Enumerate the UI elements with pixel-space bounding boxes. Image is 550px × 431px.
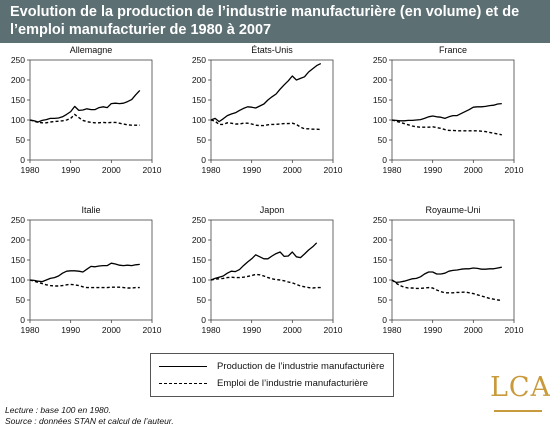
x-tick-label-france: 1980 — [383, 165, 402, 175]
chart-title-france: France — [439, 45, 467, 55]
y-tick-label-italie: 0 — [20, 315, 25, 325]
y-tick-label-italie: 150 — [11, 255, 25, 265]
x-tick-label-royaume-uni: 2000 — [464, 325, 483, 335]
y-tick-label-allemagne: 100 — [11, 115, 25, 125]
production-line-allemagne — [29, 89, 141, 123]
chart-title-etats-unis: États-Unis — [251, 45, 293, 55]
plot-frame-france — [391, 59, 515, 161]
y-tick-label-france: 100 — [373, 115, 387, 125]
emploi-line-etats-unis — [210, 119, 321, 131]
figure-title: Evolution de la production de l’industri… — [10, 4, 520, 38]
y-tick-label-france: 250 — [373, 55, 387, 65]
footnote: Lecture : base 100 en 1980. Source : don… — [5, 405, 174, 426]
y-tick-label-etats-unis: 0 — [201, 155, 206, 165]
x-tick-label-japon: 2000 — [283, 325, 302, 335]
y-tick-label-allemagne: 150 — [11, 95, 25, 105]
x-tick-label-france: 2000 — [464, 165, 483, 175]
y-tick-label-japon: 250 — [192, 215, 206, 225]
production-line-france — [391, 102, 502, 122]
x-tick-label-allemagne: 1980 — [21, 165, 40, 175]
lca-logo: LCA — [490, 370, 550, 428]
y-tick-label-italie: 50 — [16, 295, 26, 305]
legend-dashed-line — [159, 383, 207, 384]
production-line-royaume-uni — [391, 266, 502, 284]
y-tick-label-japon: 0 — [201, 315, 206, 325]
x-tick-label-italie: 1990 — [61, 325, 80, 335]
y-tick-label-japon: 150 — [192, 255, 206, 265]
plot-frame-royaume-uni — [391, 219, 515, 321]
y-tick-label-royaume-uni: 250 — [373, 215, 387, 225]
emploi-line-france — [391, 119, 502, 136]
chart-title-japon: Japon — [260, 205, 285, 215]
x-tick-label-italie: 1980 — [21, 325, 40, 335]
x-tick-label-allemagne: 1990 — [61, 165, 80, 175]
chart-title-italie: Italie — [81, 205, 100, 215]
x-tick-label-allemagne: 2010 — [143, 165, 162, 175]
y-tick-label-japon: 50 — [197, 295, 207, 305]
footnote-source: Source : données STAN et calcul de l’aut… — [5, 415, 174, 426]
x-tick-label-royaume-uni: 2010 — [505, 325, 524, 335]
x-tick-label-italie: 2000 — [102, 325, 121, 335]
x-tick-label-japon: 1990 — [242, 325, 261, 335]
emploi-line-japon — [210, 273, 321, 289]
production-line-japon — [210, 242, 318, 281]
y-tick-label-italie: 200 — [11, 235, 25, 245]
y-tick-label-etats-unis: 200 — [192, 75, 206, 85]
y-tick-label-etats-unis: 100 — [192, 115, 206, 125]
y-tick-label-allemagne: 50 — [16, 135, 26, 145]
legend: Production de l’industrie manufacturière… — [150, 353, 394, 397]
x-tick-label-italie: 2010 — [143, 325, 162, 335]
x-tick-label-royaume-uni: 1990 — [423, 325, 442, 335]
y-tick-label-france: 0 — [382, 155, 387, 165]
y-tick-label-allemagne: 250 — [11, 55, 25, 65]
legend-label-production: Production de l’industrie manufacturière — [217, 361, 385, 372]
y-tick-label-france: 200 — [373, 75, 387, 85]
x-tick-label-royaume-uni: 1980 — [383, 325, 402, 335]
chart-title-royaume-uni: Royaume-Uni — [425, 205, 480, 215]
chart-title-allemagne: Allemagne — [70, 45, 113, 55]
y-tick-label-allemagne: 200 — [11, 75, 25, 85]
plot-frame-allemagne — [29, 59, 153, 161]
y-tick-label-royaume-uni: 200 — [373, 235, 387, 245]
y-tick-label-royaume-uni: 100 — [373, 275, 387, 285]
logo-text: LCA — [490, 372, 550, 403]
x-tick-label-japon: 1980 — [202, 325, 221, 335]
plot-frame-etats-unis — [210, 59, 334, 161]
y-tick-label-royaume-uni: 50 — [378, 295, 388, 305]
y-tick-label-japon: 100 — [192, 275, 206, 285]
x-tick-label-allemagne: 2000 — [102, 165, 121, 175]
x-tick-label-france: 2010 — [505, 165, 524, 175]
y-tick-label-royaume-uni: 0 — [382, 315, 387, 325]
logo-underline — [494, 410, 542, 412]
x-tick-label-etats-unis: 2010 — [324, 165, 343, 175]
y-tick-label-etats-unis: 250 — [192, 55, 206, 65]
x-tick-label-japon: 2010 — [324, 325, 343, 335]
x-tick-label-france: 1990 — [423, 165, 442, 175]
y-tick-label-royaume-uni: 150 — [373, 255, 387, 265]
y-tick-label-etats-unis: 50 — [197, 135, 207, 145]
production-line-etats-unis — [210, 63, 322, 123]
y-tick-label-italie: 100 — [11, 275, 25, 285]
emploi-line-allemagne — [29, 113, 140, 126]
y-tick-label-etats-unis: 150 — [192, 95, 206, 105]
plot-frame-japon — [210, 219, 334, 321]
legend-label-emploi: Emploi de l’industrie manufacturière — [217, 378, 369, 389]
y-tick-label-allemagne: 0 — [20, 155, 25, 165]
x-tick-label-etats-unis: 2000 — [283, 165, 302, 175]
production-line-italie — [29, 262, 140, 283]
emploi-line-italie — [29, 279, 140, 289]
x-tick-label-etats-unis: 1990 — [242, 165, 261, 175]
y-tick-label-france: 50 — [378, 135, 388, 145]
footnote-reading: Lecture : base 100 en 1980. — [5, 405, 111, 415]
title-banner: Evolution de la production de l’industri… — [0, 0, 550, 43]
y-tick-label-japon: 200 — [192, 235, 206, 245]
plot-frame-italie — [29, 219, 153, 321]
emploi-line-royaume-uni — [391, 279, 502, 302]
x-tick-label-etats-unis: 1980 — [202, 165, 221, 175]
legend-solid-line — [159, 366, 207, 367]
y-tick-label-france: 150 — [373, 95, 387, 105]
y-tick-label-italie: 250 — [11, 215, 25, 225]
